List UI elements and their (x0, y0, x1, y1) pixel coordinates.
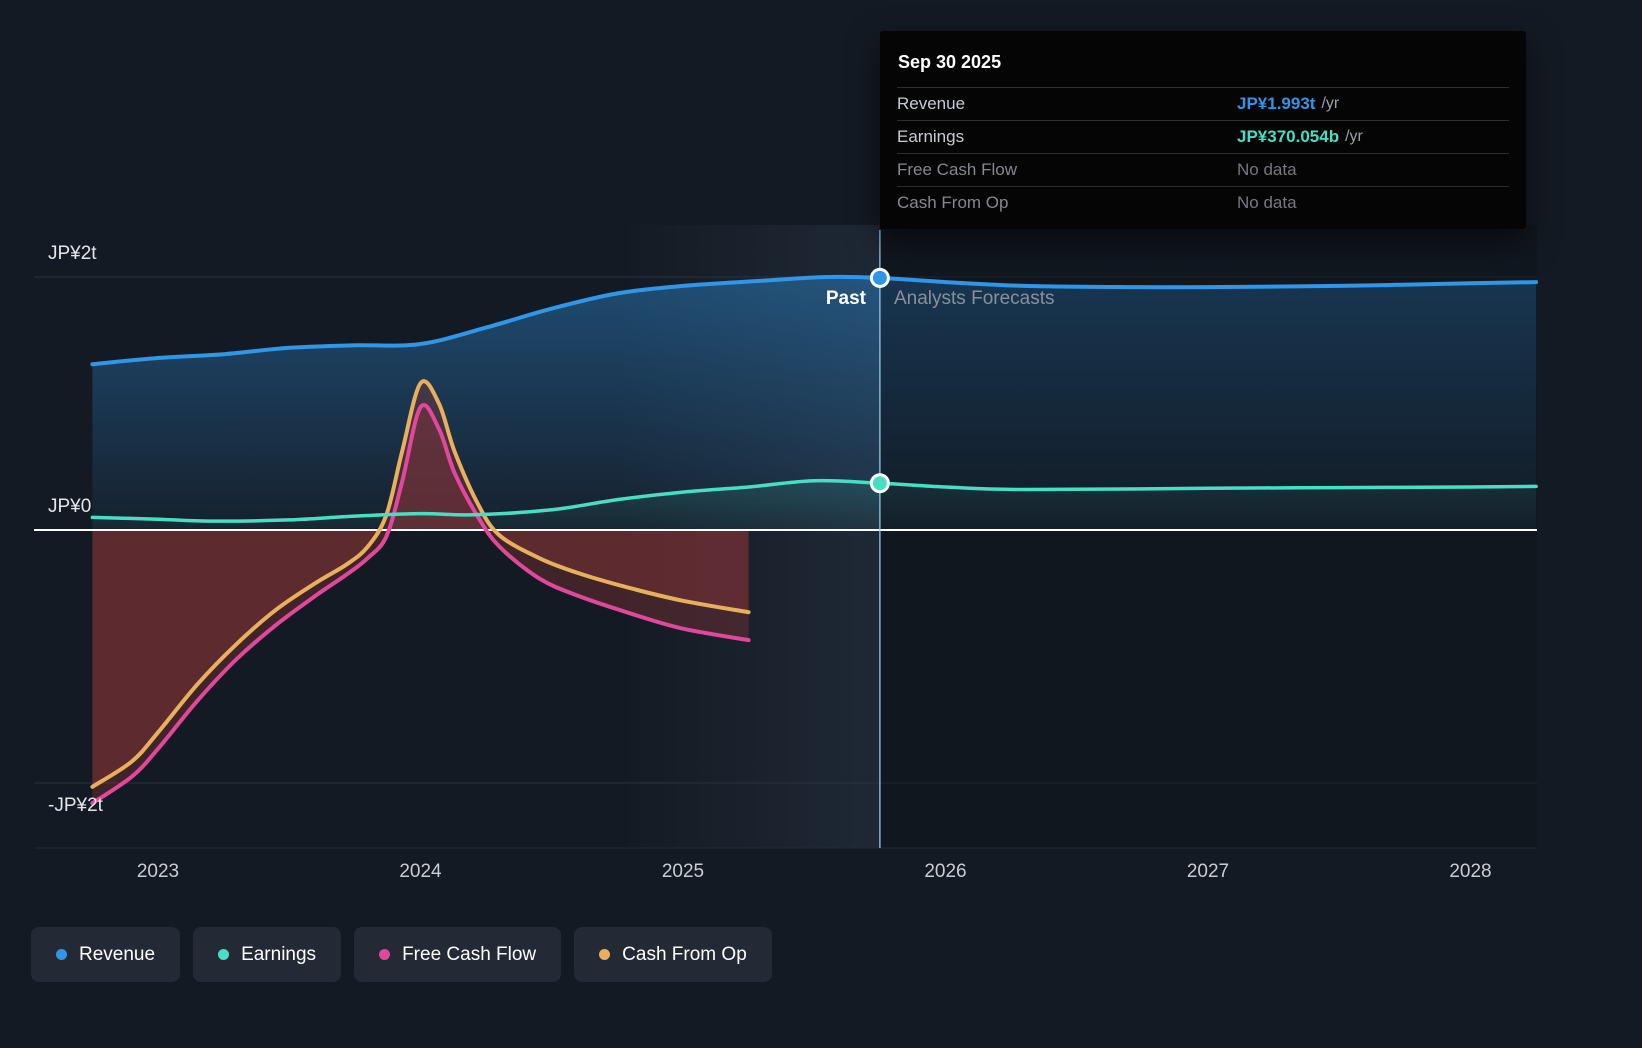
tooltip-date: Sep 30 2025 (898, 52, 1002, 72)
tooltip-row-value: JP¥1.993t (1237, 94, 1316, 113)
revenue-legend-dot-icon (56, 949, 67, 960)
x-axis-label: 2026 (924, 861, 967, 882)
forecast-region (879, 225, 1537, 848)
legend-label: Cash From Op (622, 943, 747, 965)
tooltip-row-value: JP¥370.054b (1237, 127, 1340, 146)
earnings-line (90, 478, 1538, 523)
revenue-line (90, 274, 1539, 367)
earnings-area (92, 480, 1537, 530)
tooltip-row-revenue: Revenue JP¥1.993t/yr (897, 87, 1509, 120)
legend-item-cash-from-op[interactable]: Cash From Op (574, 927, 772, 982)
past-label: Past (825, 288, 866, 309)
legend: Revenue Earnings Free Cash Flow Cash From O… (31, 927, 772, 982)
earnings-marker[interactable] (869, 473, 890, 494)
free-cash-flow-area (92, 405, 749, 804)
legend-item-free-cash-flow[interactable]: Free Cash Flow (354, 927, 562, 982)
tooltip-row-unit: /yr (1321, 95, 1340, 112)
x-axis-label: 2023 (136, 861, 180, 882)
tooltip-rows: Revenue JP¥1.993t/yr Earnings JP¥370.054b/y… (897, 87, 1509, 219)
x-axis-label: 2027 (1186, 861, 1230, 882)
legend-label: Revenue (79, 943, 156, 965)
tooltip-row-value: No data (1237, 193, 1297, 212)
legend-item-earnings[interactable]: Earnings (193, 927, 342, 982)
x-axis-label: 2028 (1449, 861, 1492, 882)
y-axis-label: -JP¥2t (48, 795, 103, 816)
tooltip-row-label: Revenue (897, 94, 966, 113)
tooltip-row-label: Cash From Op (897, 193, 1009, 212)
x-axis-label: 2024 (399, 861, 442, 882)
cash-from-op-legend-dot-icon (599, 949, 611, 960)
tooltip-row-value: No data (1237, 160, 1297, 179)
data-tooltip: Sep 30 2025 Revenue JP¥1.993t/yr Earnings J… (880, 31, 1526, 229)
tooltip-row-free-cash-flow: Free Cash Flow No data (897, 153, 1509, 186)
tooltip-row-label: Earnings (897, 127, 965, 146)
tooltip-row-label: Free Cash Flow (897, 160, 1017, 179)
legend-item-revenue[interactable]: Revenue (31, 927, 181, 982)
revenue-marker[interactable] (869, 267, 890, 288)
tooltip-row-cash-from-op: Cash From Op No data (897, 186, 1509, 219)
legend-label: Earnings (241, 943, 317, 965)
tooltip-row-earnings: Earnings JP¥370.054b/yr (897, 120, 1509, 153)
tooltip-row-unit: /yr (1345, 128, 1363, 145)
cash-from-op-line (90, 379, 751, 789)
earnings-legend-dot-icon (218, 949, 230, 960)
y-axis-label: JP¥0 (48, 496, 92, 517)
analysts-forecasts-label: Analysts Forecasts (894, 288, 1055, 309)
x-axis-label: 2025 (661, 861, 705, 882)
free-cash-flow-legend-dot-icon (379, 949, 391, 960)
y-axis-label: JP¥2t (48, 243, 97, 264)
legend-label: Free Cash Flow (402, 943, 537, 965)
free-cash-flow-line (90, 403, 751, 806)
